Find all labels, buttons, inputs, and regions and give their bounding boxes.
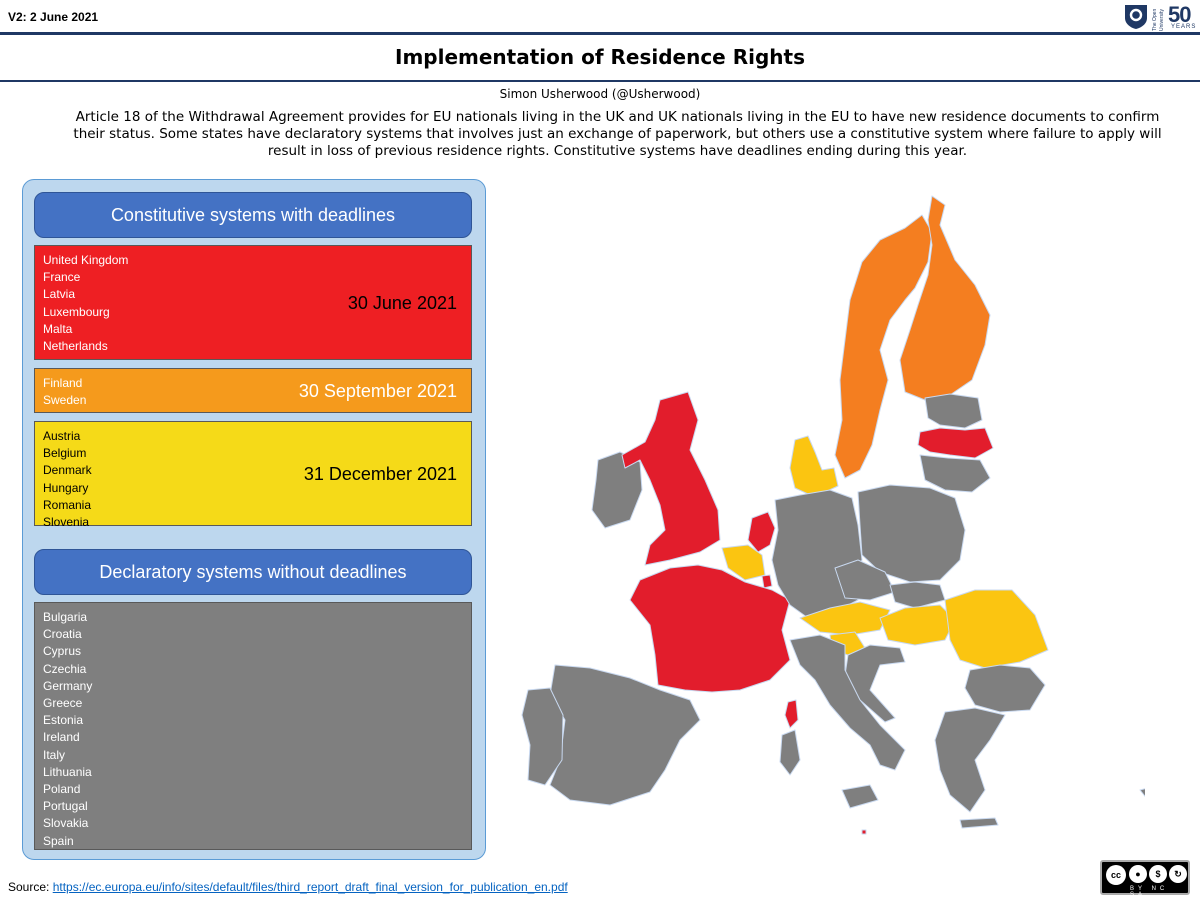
map-sicily: [841, 784, 879, 809]
cc-icon: cc: [1106, 865, 1126, 885]
list-item: Hungary: [43, 480, 89, 495]
license-labels: BY NC SA: [1130, 886, 1169, 898]
list-item: Croatia: [43, 627, 82, 642]
map-luxembourg: [761, 574, 773, 589]
map-cyprus: [1139, 788, 1145, 798]
deadline-date: 30 June 2021: [347, 293, 457, 313]
deadline-group-december: Austria Belgium Denmark Hungary Romania …: [34, 421, 472, 529]
map-uk: [621, 391, 721, 566]
declaratory-heading: Declaratory systems without deadlines: [34, 549, 472, 595]
list-item: Bulgaria: [43, 610, 88, 624]
declaratory-group: Bulgaria Croatia Cyprus Czechia Germany …: [34, 602, 472, 850]
list-item: Austria: [43, 429, 81, 443]
country-list: Bulgaria Croatia Cyprus Czechia Germany …: [43, 609, 92, 850]
map-sardinia: [779, 729, 801, 776]
list-item: Ireland: [43, 730, 80, 745]
list-item: Netherlands: [43, 339, 108, 354]
list-item: Cyprus: [43, 644, 82, 659]
attribution-icon: ●: [1129, 865, 1147, 883]
logo-anniversary-number: 50: [1168, 2, 1192, 27]
version-label: V2: 2 June 2021: [8, 10, 99, 24]
map-denmark: [789, 435, 839, 495]
map-latvia: [917, 427, 994, 459]
map-france: [629, 564, 791, 693]
noncommercial-icon: $: [1149, 865, 1167, 883]
list-item: Portugal: [43, 799, 88, 814]
list-item: Spain: [43, 833, 74, 848]
map-romania: [944, 589, 1049, 669]
map-greece: [934, 707, 1006, 813]
list-item: Latvia: [43, 287, 76, 302]
map-malta: [861, 829, 867, 835]
open-university-logo: The Open University 50 YEARS: [1124, 2, 1196, 32]
list-item: Luxembourg: [43, 304, 110, 319]
source-line: Source: https://ec.europa.eu/info/sites/…: [8, 880, 568, 894]
country-list: Finland Sweden: [43, 375, 86, 409]
list-item: Denmark: [43, 463, 92, 478]
list-item: Czechia: [43, 661, 87, 676]
deadline-group-june: United Kingdom France Latvia Luxembourg …: [34, 245, 472, 360]
map-sweden: [834, 214, 933, 479]
list-item: Romania: [43, 497, 92, 512]
map-hungary: [879, 604, 956, 646]
logo-text: The Open University: [1152, 8, 1165, 31]
map-italy: [789, 634, 906, 771]
deadline-date: 31 December 2021: [303, 464, 457, 484]
list-item: Malta: [43, 321, 73, 336]
map-estonia: [924, 393, 983, 429]
map-crete: [959, 817, 999, 829]
map-netherlands: [747, 511, 776, 553]
list-item: France: [43, 270, 81, 285]
sharealike-icon: ↻: [1169, 865, 1187, 883]
map-portugal: [521, 687, 564, 786]
source-link[interactable]: https://ec.europa.eu/info/sites/default/…: [52, 880, 568, 894]
author-credit: Simon Usherwood (@Usherwood): [499, 87, 701, 101]
list-item: Greece: [43, 696, 83, 711]
cc-by-nc-sa-icon: cc ● $ ↻ BY NC SA: [1100, 860, 1190, 898]
logo-anniversary-label: YEARS: [1171, 24, 1197, 30]
list-item: United Kingdom: [43, 253, 129, 267]
list-item: Poland: [43, 782, 81, 797]
country-list: Austria Belgium Denmark Hungary Romania …: [43, 428, 92, 531]
list-item: Sweden: [43, 393, 87, 408]
header-divider: [0, 32, 1200, 35]
source-label: Source:: [8, 880, 50, 894]
intro-paragraph: Article 18 of the Withdrawal Agreement p…: [73, 109, 1162, 159]
deadline-date: 30 September 2021: [298, 381, 457, 401]
map-corsica: [784, 699, 799, 729]
title-divider: [0, 80, 1200, 82]
europe-map: [521, 195, 1145, 835]
list-item: Estonia: [43, 713, 84, 728]
deadline-group-september: Finland Sweden 30 September 2021: [34, 368, 472, 413]
country-list: United Kingdom France Latvia Luxembourg …: [43, 252, 128, 355]
list-item: Finland: [43, 376, 83, 390]
map-poland: [857, 484, 966, 583]
list-item: Italy: [43, 747, 66, 762]
list-item: Germany: [43, 678, 93, 693]
constitutive-heading: Constitutive systems with deadlines: [34, 192, 472, 238]
map-germany: [771, 489, 863, 619]
open-university-shield-icon: [1125, 5, 1147, 29]
page-title: Implementation of Residence Rights: [395, 45, 805, 69]
map-lithuania: [919, 454, 991, 493]
list-item: Lithuania: [43, 764, 92, 779]
list-item: Slovakia: [43, 816, 89, 831]
list-item: Belgium: [43, 446, 87, 461]
list-item: Slovenia: [43, 515, 90, 530]
map-belgium: [721, 544, 766, 581]
map-slovakia: [889, 581, 946, 609]
map-bulgaria: [964, 664, 1046, 713]
